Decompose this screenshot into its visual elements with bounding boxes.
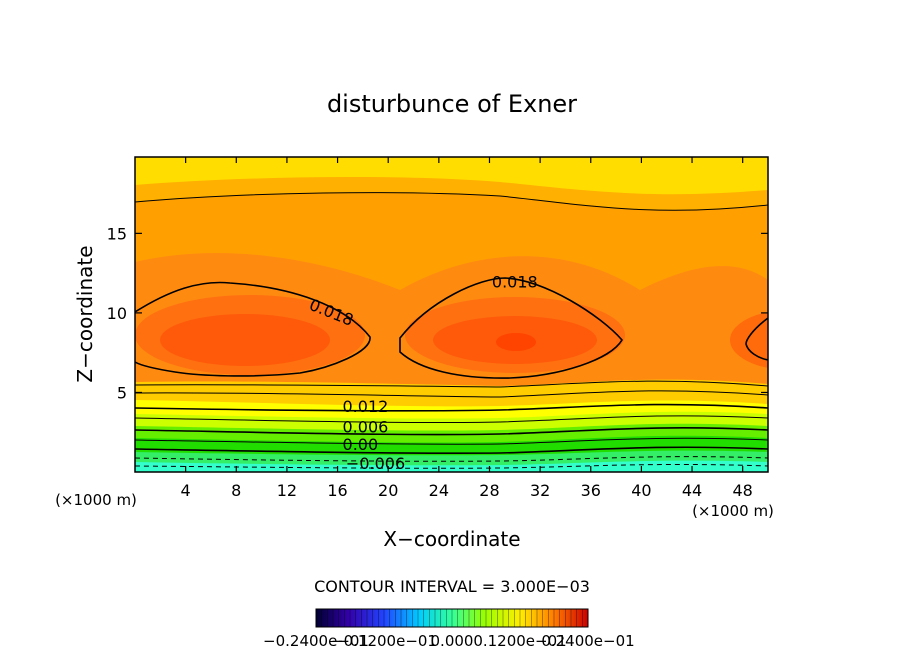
core-right — [730, 312, 768, 368]
contour-line-0012 — [135, 403, 768, 412]
x-tick-label: 28 — [479, 481, 499, 500]
x-axis-label: X−coordinate — [383, 527, 520, 551]
contour-label: 0.012 — [343, 397, 389, 416]
colorbar-label: −0.2400e−01 — [263, 632, 369, 650]
core-left-inner — [160, 314, 330, 366]
x-tick-label: 32 — [530, 481, 550, 500]
chart-title: disturbunce of Exner — [327, 90, 577, 118]
contour-interval-text: CONTOUR INTERVAL = 3.000E−03 — [314, 577, 590, 596]
plot-fill — [135, 157, 768, 472]
y-tick-label: 5 — [117, 383, 127, 402]
band-cyan — [135, 460, 768, 472]
x-tick-label: 48 — [733, 481, 753, 500]
contour-line-0018-right — [745, 317, 768, 361]
contour-line — [135, 415, 768, 424]
x-tick-label: 36 — [581, 481, 601, 500]
x-axis-ticks: 4 8 12 16 20 24 28 32 36 40 44 48 — [181, 157, 753, 500]
contour-line — [135, 390, 768, 398]
x-tick-label: 12 — [277, 481, 297, 500]
contour-line-dashed — [135, 463, 768, 469]
x-tick-label: 24 — [429, 481, 449, 500]
x-tick-label: 4 — [181, 481, 191, 500]
x-tick-label: 44 — [682, 481, 702, 500]
contour-lines — [135, 192, 768, 469]
contour-line — [135, 437, 768, 445]
x-tick-label: 8 — [231, 481, 241, 500]
colorbar-label: 0.000 — [431, 632, 474, 650]
contour-label: 0.018 — [492, 273, 538, 292]
x-tick-label: 16 — [327, 481, 347, 500]
core-mid-center — [496, 333, 536, 351]
x-unit-left: (×1000 m) — [55, 491, 137, 509]
x-tick-label: 20 — [378, 481, 398, 500]
contour-line-0018-left — [135, 281, 371, 377]
x-unit-right: (×1000 m) — [692, 502, 774, 520]
y-tick-label: 10 — [107, 304, 127, 323]
contour-line — [135, 192, 768, 211]
contour-line — [135, 380, 768, 388]
y-axis-label: Z−coordinate — [73, 245, 97, 382]
contour-line-dashed — [135, 456, 768, 462]
contour-label: −0.006 — [346, 454, 405, 473]
colorbar-label: 0.2400e−01 — [541, 632, 634, 650]
contour-line-0018-mid — [399, 277, 623, 379]
contour-line-000 — [135, 446, 768, 454]
contour-label: 0.006 — [343, 417, 389, 436]
plot-frame — [134, 156, 769, 473]
colorbar-label: 0.1200e−01 — [473, 632, 566, 650]
colorbar-stripes — [321, 609, 583, 627]
contour-label: 0.00 — [343, 435, 379, 454]
colorbar-labels: −0.2400e−01−0.1200e−010.000 0.1200e−010.2… — [263, 632, 635, 650]
x-tick-label: 40 — [631, 481, 651, 500]
contour-line-0006 — [135, 427, 768, 436]
y-tick-label: 15 — [107, 224, 127, 243]
y-axis-ticks: 5 10 15 — [107, 224, 768, 402]
colorbar-label: −0.1200e−01 — [331, 632, 437, 650]
